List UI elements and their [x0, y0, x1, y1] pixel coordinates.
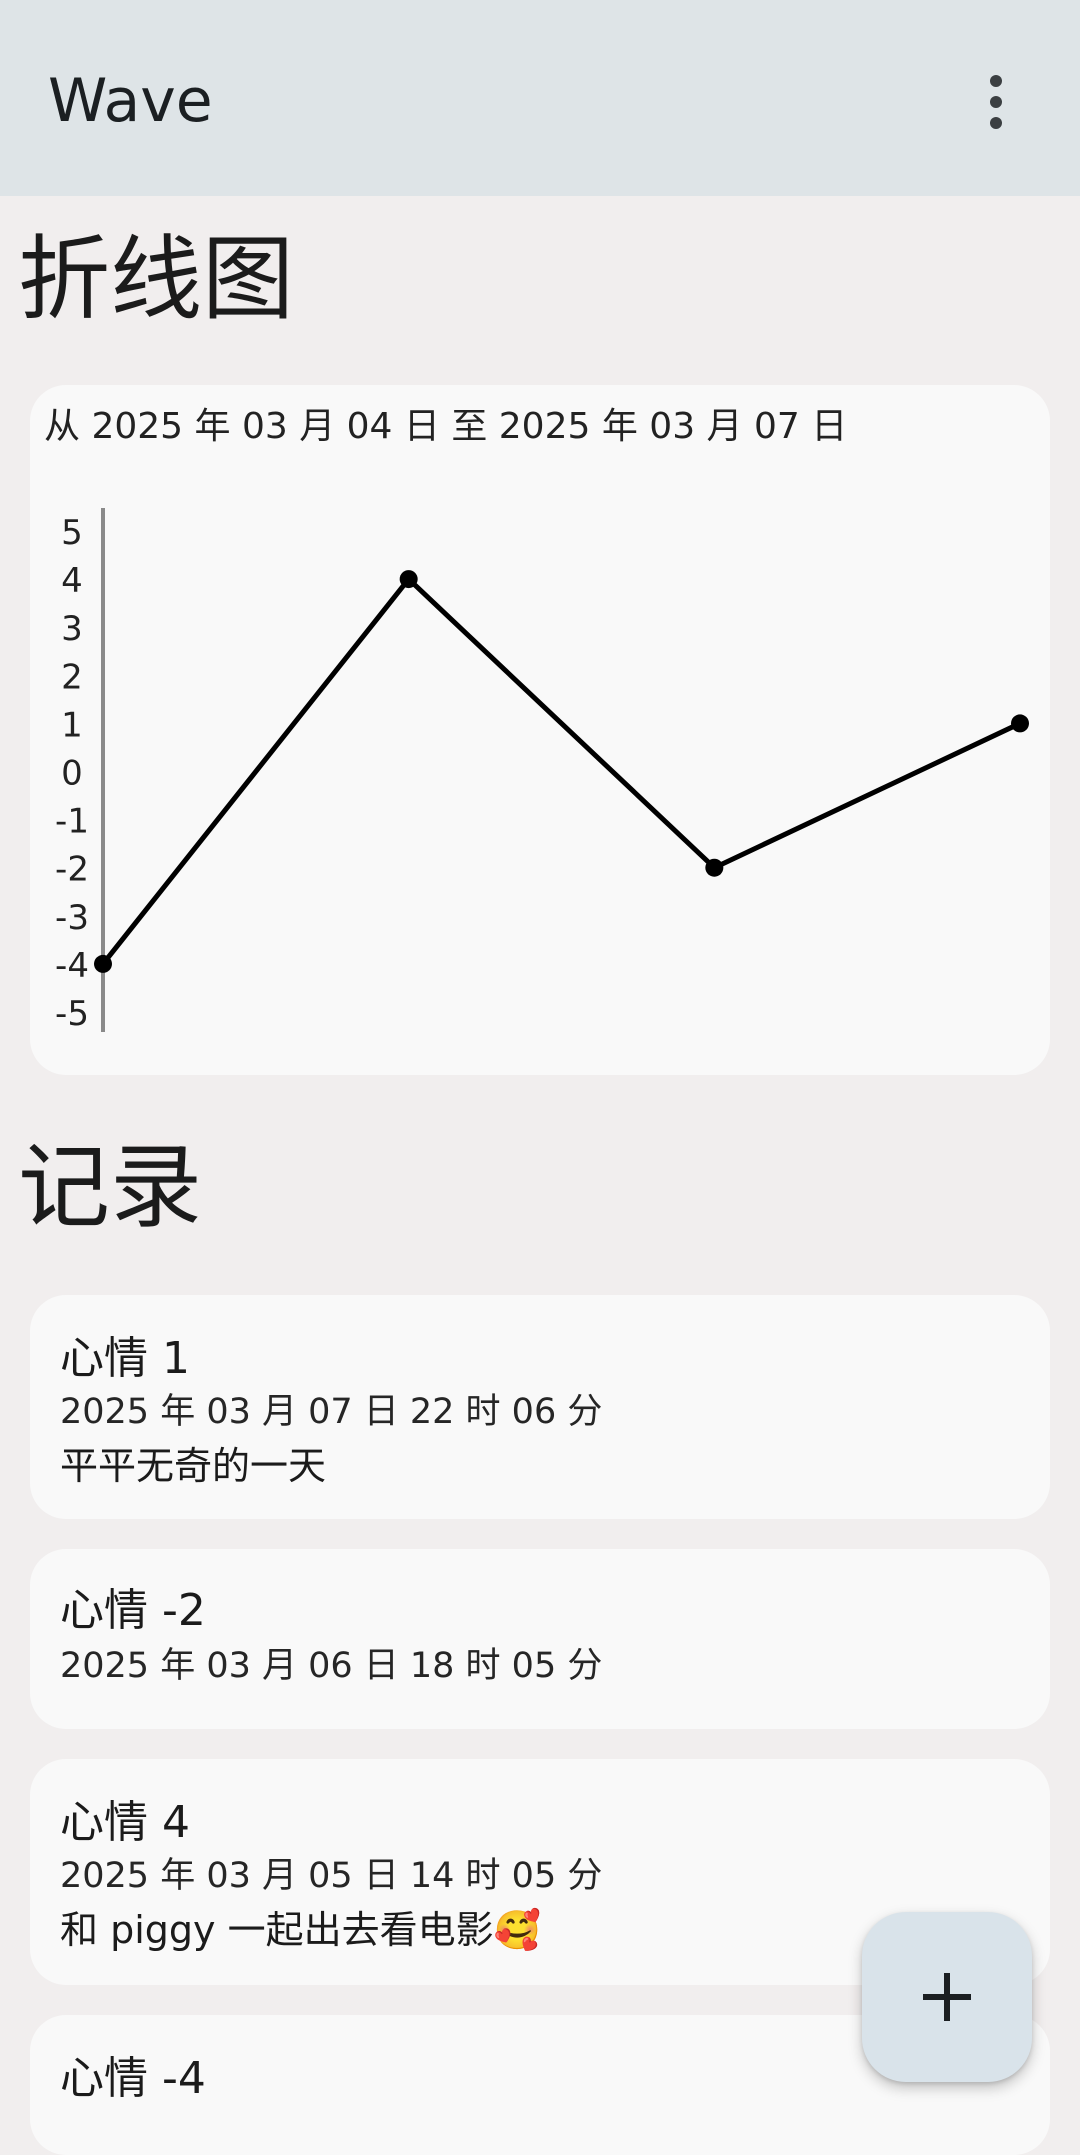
y-tick-label: 2 [61, 657, 83, 697]
record-card[interactable]: 心情 -2 2025 年 03 月 06 日 18 时 05 分 [30, 1549, 1050, 1729]
records-section-title: 记录 [18, 1134, 203, 1241]
record-time: 2025 年 03 月 06 日 18 时 05 分 [60, 1646, 603, 1686]
record-time: 2025 年 03 月 07 日 22 时 06 分 [60, 1392, 603, 1432]
y-tick-label: 4 [61, 561, 83, 601]
plus-icon [923, 1973, 971, 2021]
series-line [101, 576, 1022, 966]
y-tick-label: 1 [61, 705, 83, 745]
y-tick-label: 5 [61, 513, 83, 553]
y-tick-label: 3 [61, 609, 83, 649]
data-point[interactable] [1011, 714, 1029, 733]
record-note: 和 piggy 一起出去看电影🥰 [60, 1908, 541, 1952]
more-vert-icon [990, 75, 1002, 87]
chart-date-range: 从 2025 年 03 月 04 日 至 2025 年 03 月 07 日 [44, 406, 848, 447]
y-tick-label: -3 [55, 898, 89, 938]
app-bar: Wave [0, 0, 1080, 196]
more-options-button[interactable] [964, 60, 1028, 144]
record-note: 平平无奇的一天 [60, 1444, 327, 1488]
data-point[interactable] [399, 570, 418, 589]
app-title: Wave [48, 66, 213, 136]
record-mood: 心情 4 [60, 1797, 190, 1848]
more-vert-icon-dot [990, 117, 1002, 129]
record-mood: 心情 -2 [60, 1585, 206, 1636]
chart-card: 5 4 3 2 1 0 -1 -2 -3 -4 -5 从 2025 年 03 月 04 日 至 20… [30, 385, 1050, 1075]
more-vert-icon-dot [990, 96, 1002, 108]
y-tick-label: 0 [61, 754, 83, 794]
y-tick-label: -1 [55, 802, 89, 842]
add-record-button[interactable] [862, 1912, 1032, 2082]
y-tick-label: -4 [55, 946, 89, 986]
data-point[interactable] [705, 858, 724, 877]
record-card[interactable]: 心情 1 2025 年 03 月 07 日 22 时 06 分 平平无奇的一天 [30, 1295, 1050, 1519]
record-mood: 心情 1 [60, 1333, 190, 1384]
y-tick-label: -5 [55, 994, 89, 1034]
y-tick-label: -2 [55, 850, 89, 890]
data-point[interactable] [94, 954, 112, 973]
line-chart: 5 4 3 2 1 0 -1 -2 -3 -4 -5 [55, 508, 1029, 1034]
record-mood: 心情 -4 [60, 2053, 206, 2104]
record-time: 2025 年 03 月 05 日 14 时 05 分 [60, 1856, 603, 1896]
chart-section-title: 折线图 [18, 226, 295, 333]
